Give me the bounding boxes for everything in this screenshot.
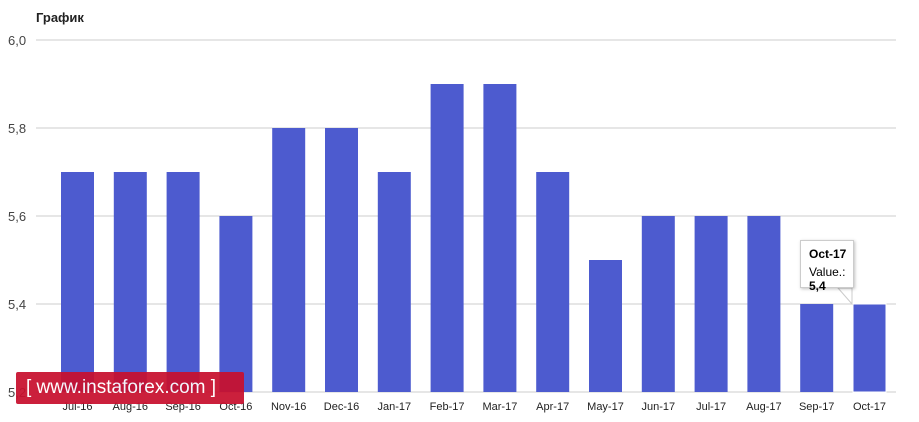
x-tick-label: Sep-17 [799,401,834,413]
x-tick-label: Jul-16 [63,401,93,413]
watermark-logo: [ www.instaforex.com ] [16,372,244,404]
x-tick-label: Aug-17 [746,401,781,413]
bar[interactable] [272,128,306,392]
x-tick-label: Sep-16 [165,401,200,413]
x-tick-label: Oct-16 [219,401,252,413]
bar[interactable] [800,304,834,392]
y-tick-label: 6,0 [8,33,26,48]
tooltip-label: Value.: [809,265,846,279]
bar[interactable] [852,303,887,393]
x-tick-label: Nov-16 [271,401,306,413]
y-axis-ticks: 5,25,45,65,86,0 [8,33,26,400]
bar[interactable] [325,128,358,392]
x-tick-label: Jan-17 [377,401,411,413]
tooltip-title: Oct-17 [809,247,847,261]
x-tick-label: Apr-17 [536,401,569,413]
bar[interactable] [641,216,675,392]
x-tick-label: Mar-17 [482,401,517,413]
x-tick-label: Oct-17 [853,401,886,413]
watermark-text: [ www.instaforex.com ] [26,377,217,398]
bar-tooltip: Oct-17 Value.: 5,4 [800,240,854,293]
x-tick-label: Jun-17 [641,401,675,413]
bar[interactable] [536,172,570,392]
bar[interactable] [589,260,622,392]
chart-title: График [36,10,84,25]
bar[interactable] [483,84,517,392]
y-tick-label: 5,4 [8,297,26,312]
bar[interactable] [61,172,94,392]
x-tick-label: Jul-17 [696,401,726,413]
bars [61,84,887,393]
bar[interactable] [219,216,253,392]
bar[interactable] [377,172,411,392]
x-tick-label: May-17 [587,401,624,413]
y-tick-label: 5,6 [8,209,26,224]
y-tick-label: 5,8 [8,121,26,136]
x-tick-label: Dec-16 [324,401,359,413]
bar[interactable] [166,172,200,392]
tooltip-value: 5,4 [809,279,826,293]
bar[interactable] [430,84,464,392]
x-tick-label: Aug-16 [113,401,148,413]
x-tick-label: Feb-17 [430,401,465,413]
tooltip-pointer [836,287,853,306]
x-axis-ticks: Jul-16 Aug-16 Sep-16 Oct-16 Nov-16 Dec-16 Jan-… [63,401,886,413]
bar[interactable] [113,172,147,392]
bar[interactable] [694,216,728,392]
bar[interactable] [747,216,781,392]
